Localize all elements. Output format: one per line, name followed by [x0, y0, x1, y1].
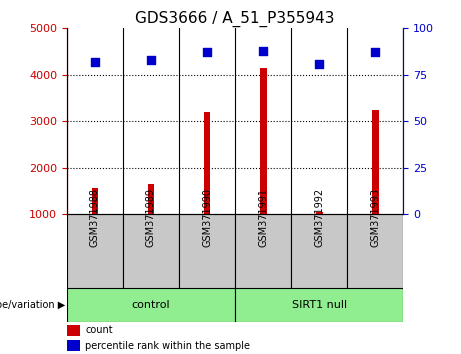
Title: GDS3666 / A_51_P355943: GDS3666 / A_51_P355943 [136, 11, 335, 27]
Point [372, 50, 379, 55]
Text: GSM371991: GSM371991 [258, 188, 268, 247]
Bar [67, 340, 80, 351]
Text: percentile rank within the sample: percentile rank within the sample [85, 341, 250, 350]
Text: genotype/variation ▶: genotype/variation ▶ [0, 300, 66, 310]
Bar [316, 212, 323, 214]
Bar [291, 214, 347, 288]
Bar [235, 214, 291, 288]
Bar [204, 112, 210, 214]
Bar [92, 188, 98, 214]
Point [260, 48, 267, 53]
Point [148, 57, 155, 63]
Text: GSM371990: GSM371990 [202, 188, 212, 247]
Point [91, 59, 99, 64]
Text: GSM371993: GSM371993 [370, 188, 380, 247]
Bar [67, 325, 80, 336]
Bar [179, 214, 235, 288]
Bar [372, 109, 378, 214]
Point [203, 50, 211, 55]
Text: GSM371989: GSM371989 [146, 188, 156, 247]
Text: GSM371988: GSM371988 [90, 188, 100, 247]
Text: count: count [85, 325, 113, 335]
Bar [67, 214, 123, 288]
Point [315, 61, 323, 67]
Text: SIRT1 null: SIRT1 null [292, 300, 347, 310]
Bar [123, 214, 179, 288]
Bar [260, 68, 266, 214]
Text: control: control [132, 300, 170, 310]
Bar [148, 184, 154, 214]
Bar [67, 288, 235, 322]
Bar [347, 214, 403, 288]
Text: GSM371992: GSM371992 [314, 188, 324, 247]
Bar [235, 288, 403, 322]
